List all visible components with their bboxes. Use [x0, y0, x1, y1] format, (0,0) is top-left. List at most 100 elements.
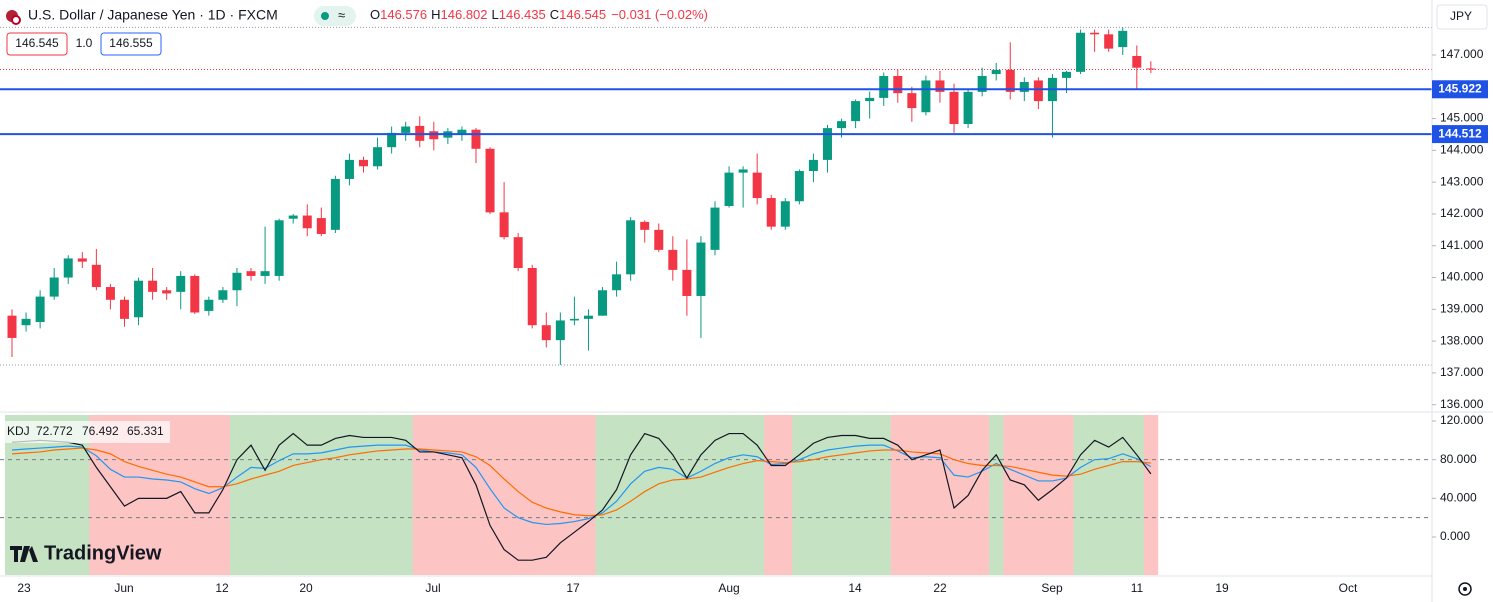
kdj-zone [1073, 415, 1088, 575]
y-tick-label: 145.000 [1440, 111, 1484, 125]
kdj-zone [440, 415, 456, 575]
kdj-zone [215, 415, 231, 575]
candle-body [176, 275, 186, 292]
currency-label: JPY [1450, 9, 1472, 23]
candle-body [344, 159, 354, 179]
candle-body [1033, 80, 1043, 102]
y-tick-label: 137.000 [1440, 365, 1484, 379]
candle-body [612, 274, 622, 291]
candle-body [682, 269, 692, 296]
kdj-zone [623, 415, 638, 575]
buy-button[interactable] [100, 32, 162, 56]
horizontal-line-label: 145.922 [1438, 81, 1482, 95]
candle-body [1090, 32, 1100, 35]
market-status[interactable] [314, 6, 356, 26]
kdj-zone [975, 415, 990, 575]
kdj-zone [243, 415, 259, 575]
horizontal-line-label-bg [1432, 80, 1488, 99]
buy-price: 146.555 [109, 36, 153, 50]
kdj-zone [651, 415, 667, 575]
candle-body [190, 275, 200, 313]
candle-body [316, 218, 326, 234]
candle-body [724, 172, 734, 206]
horizontal-line-label-bg [1432, 125, 1488, 144]
kdj-zone [539, 415, 554, 575]
candle-body [907, 93, 917, 109]
x-tick-label: 20 [299, 581, 313, 595]
kdj-zone [989, 415, 1004, 575]
x-tick-label: Sep [1041, 581, 1063, 595]
x-tick-label: 19 [1215, 581, 1229, 595]
sell-price: 146.545 [15, 36, 59, 50]
kdj-zone [426, 415, 442, 575]
kdj-zone [932, 415, 948, 575]
indicator-k-value: 72.772 [36, 424, 73, 438]
candle-body [738, 169, 748, 173]
kdj-zone [1017, 415, 1032, 575]
kdj-zone [820, 415, 835, 575]
candle-body [752, 172, 762, 199]
kdj-zone [117, 415, 132, 575]
candle-body [1132, 55, 1142, 68]
kdj-zone [89, 415, 104, 575]
kdj-zone [103, 415, 118, 575]
logo-text: TradingView [44, 542, 162, 564]
kdj-zone [483, 415, 498, 575]
candle-body [555, 320, 565, 341]
indicator-d-value: 76.492 [82, 424, 119, 438]
kdj-zone [131, 415, 146, 575]
candle-body [808, 159, 818, 172]
candle-body [780, 201, 790, 227]
candle-body [162, 290, 172, 294]
sell-button[interactable] [6, 32, 68, 56]
high-label: H [431, 7, 440, 22]
candle-body [822, 128, 832, 160]
kdj-zone [286, 415, 301, 575]
currency-button[interactable] [1436, 4, 1488, 30]
candle-body [794, 171, 804, 202]
kdj-line [11, 447, 1151, 517]
kdj-zone [4, 415, 20, 575]
kdj-zone [778, 415, 793, 575]
kdj-zone [75, 415, 90, 575]
candle-body [513, 237, 523, 268]
candle-body [879, 75, 889, 98]
x-tick-label: 22 [933, 581, 947, 595]
candle-body [851, 101, 861, 122]
candle-body [1146, 68, 1156, 70]
candle-body [935, 80, 945, 92]
candle-body [865, 97, 875, 102]
kdj-zone [679, 415, 695, 575]
candle-body [626, 220, 636, 275]
kdj-zone [848, 415, 863, 575]
x-tick-label: 23 [17, 581, 31, 595]
low-value: 146.435 [499, 7, 546, 22]
kdj-zone [468, 415, 484, 575]
change-value: −0.031 (−0.02%) [611, 7, 708, 22]
candle-body [949, 91, 959, 124]
indicator-legend-bg [2, 421, 170, 443]
kdj-zone [750, 415, 765, 575]
candle-body [246, 271, 256, 276]
kdj-zone [145, 415, 160, 575]
y-tick-label: 80.000 [1440, 452, 1477, 466]
header: U.S. Dollar / Japanese Yen · 1D · FXCM ≈… [2, 4, 1488, 596]
symbol-flag [11, 15, 21, 25]
kdj-zone [722, 415, 737, 575]
kdj-zone [497, 415, 512, 575]
candle-body [457, 129, 467, 135]
kdj-zone [314, 415, 329, 575]
kdj-zone [1129, 415, 1145, 575]
candle-body [21, 318, 31, 326]
indicator-j-value: 65.331 [127, 424, 164, 438]
settings-icon[interactable] [1458, 582, 1472, 596]
kdj-zone [736, 415, 751, 575]
candle-body [471, 129, 481, 149]
kdj-zone [1045, 415, 1060, 575]
kdj-zone [707, 415, 723, 575]
candle-body [921, 80, 931, 113]
candle-body [373, 147, 383, 167]
kdj-zone [553, 415, 568, 575]
